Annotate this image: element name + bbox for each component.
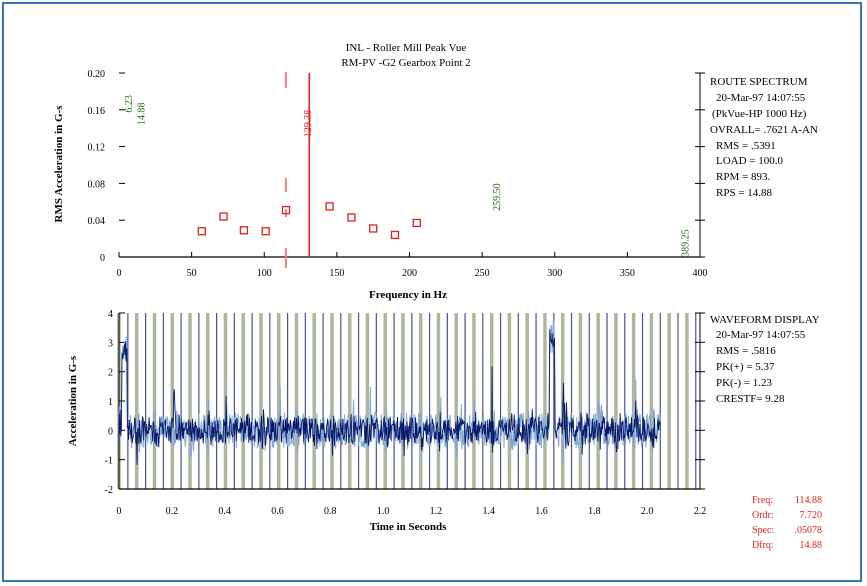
waveform-info-date: 20-Mar-97 14:07:55 (716, 329, 806, 341)
spectrum-x-tick-label: 250 (475, 268, 490, 279)
waveform-x-tick-label: 2.0 (641, 506, 654, 517)
cursor-readout: Freq: 114.88 Ordr: 7.720 Spec: .05078 Df… (752, 495, 822, 551)
spectrum-info-rps: RPS = 14.88 (716, 187, 773, 199)
waveform-y-tick-label: -1 (105, 456, 113, 467)
waveform-xlabel: Time in Seconds (370, 521, 448, 533)
spectrum-info-mode: (PkVue-HP 1000 Hz) (712, 108, 807, 120)
spectrum-info-date: 20-Mar-97 14:07:55 (716, 92, 806, 104)
waveform-y-tick-label: 0 (108, 426, 113, 437)
spectrum-point (219, 212, 228, 221)
spectrum-y-tick-label: 0.08 (88, 179, 106, 190)
waveform-info-pkneg: PK(-) = 1.23 (716, 377, 773, 389)
waveform-x-tick-label: 0.2 (166, 506, 179, 517)
spectrum-xlabel: Frequency in Hz (369, 289, 447, 301)
waveform-info-panel: WAVEFORM DISPLAY 20-Mar-97 14:07:55 RMS … (710, 314, 820, 405)
spectrum-y-tick-label: 0.04 (88, 216, 106, 227)
readout-spec-value: .05078 (795, 525, 823, 536)
spectrum-harmonic-label: 14.88 (137, 102, 148, 125)
spectrum-point (369, 224, 378, 233)
spectrum-marks: 6.23 14.88 129.38 259.50 389.25 (124, 72, 691, 268)
spectrum-point (261, 227, 270, 236)
spectrum-x-tick-label: 150 (329, 268, 344, 279)
spectrum-x-tick-label: 400 (693, 268, 708, 279)
readout-dfrq-value: 14.88 (800, 540, 823, 551)
spectrum-x-tick-label: 50 (187, 268, 197, 279)
spectrum-y-tick-label: 0.16 (88, 106, 106, 117)
title-line-2: RM-PV -G2 Gearbox Point 2 (341, 57, 470, 69)
waveform-x-tick-label: 0 (117, 506, 122, 517)
waveform-x-tick-label: 1.2 (430, 506, 443, 517)
waveform-x-tick-label: 1.8 (588, 506, 601, 517)
spectrum-x-tick-label: 0 (117, 268, 122, 279)
spectrum-point (412, 218, 421, 228)
waveform-x-tick-label: 0.4 (218, 506, 231, 517)
waveform-info-pkpos: PK(+) = 5.37 (716, 361, 775, 373)
waveform-axes: -2 -1 0 1 2 3 4 0 0.2 0.4 0.6 0.8 1.0 1.2 1.4 1.6 1.8 2.0… (105, 309, 707, 517)
waveform-x-tick-label: 0.6 (271, 506, 284, 517)
waveform-trace (118, 321, 661, 465)
waveform-x-tick-label: 1.0 (377, 506, 390, 517)
spectrum-x-tick-label: 300 (547, 268, 562, 279)
spectrum-harmonic-label: 129.38 (303, 110, 314, 138)
readout-freq-value: 114.88 (795, 495, 822, 506)
spectrum-info-load: LOAD = 100.0 (716, 155, 784, 167)
readout-freq-label: Freq: (752, 495, 773, 506)
waveform-y-tick-label: 4 (108, 309, 113, 320)
spectrum-y-tick-label: 0.12 (88, 143, 106, 154)
waveform-y-tick-label: -2 (105, 485, 113, 496)
waveform-x-tick-label: 0.8 (324, 506, 337, 517)
spectrum-info-panel: ROUTE SPECTRUM 20-Mar-97 14:07:55 (PkVue… (710, 76, 818, 199)
readout-dfrq-label: Dfrq: (752, 540, 774, 551)
waveform-y-tick-label: 1 (108, 397, 113, 408)
spectrum-info-rpm: RPM = 893. (716, 171, 770, 183)
readout-spec-label: Spec: (752, 525, 774, 536)
spectrum-point (281, 205, 291, 215)
waveform-x-tick-label: 1.4 (482, 506, 495, 517)
spectrum-point (239, 226, 249, 235)
waveform-y-tick-label: 2 (108, 368, 113, 379)
spectrum-x-tick-label: 100 (257, 268, 272, 279)
waveform-trace-primary (118, 329, 661, 465)
spectrum-info-rms: RMS = .5391 (716, 140, 776, 152)
spectrum-x-tick-label: 200 (402, 268, 417, 279)
waveform-period-markers (117, 313, 697, 489)
waveform-info-crest: CRESTF= 9.28 (716, 393, 785, 405)
waveform-y-tick-label: 3 (108, 338, 113, 349)
spectrum-y-tick-label: 0 (100, 253, 105, 264)
waveform-info-rms: RMS = .5816 (716, 345, 776, 357)
spectrum-harmonic-label: 6.23 (124, 95, 135, 113)
spectrum-y-tick-label: 0.20 (88, 69, 106, 80)
waveform-info-heading: WAVEFORM DISPLAY (710, 314, 820, 326)
spectrum-point (197, 227, 206, 236)
spectrum-info-overall: OVRALL= .7621 A-AN (710, 124, 818, 136)
spectrum-axes: 0 0.04 0.08 0.12 0.16 0.20 0 50 100 150 200 250 300 3… (88, 69, 708, 279)
waveform-x-tick-label: 1.6 (535, 506, 548, 517)
readout-ordr-value: 7.720 (800, 510, 823, 521)
spectrum-point (325, 202, 334, 211)
title-line-1: INL - Roller Mill Peak Vue (346, 42, 467, 54)
spectrum-info-heading: ROUTE SPECTRUM (710, 76, 808, 88)
spectrum-point (390, 230, 400, 240)
spectrum-point (347, 213, 356, 222)
spectrum-x-tick-label: 350 (620, 268, 635, 279)
spectrum-harmonic-label: 389.25 (680, 229, 691, 257)
spectrum-harmonic-label: 259.50 (492, 183, 503, 211)
waveform-x-tick-label: 2.2 (694, 506, 707, 517)
readout-ordr-label: Ordr: (752, 510, 774, 521)
spectrum-ylabel: RMS Acceleration in G-s (53, 105, 65, 223)
waveform-ylabel: Acceleration in G-s (67, 355, 79, 446)
